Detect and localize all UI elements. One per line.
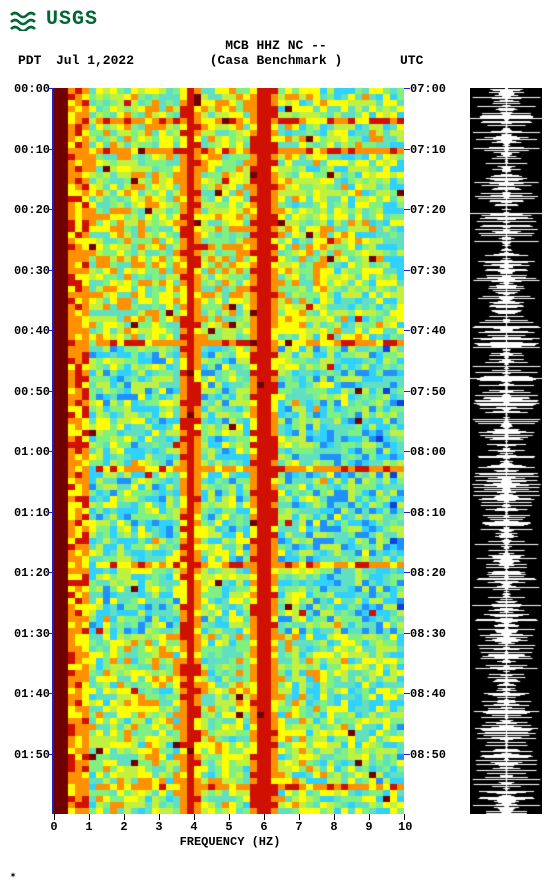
x-tick: 0 (48, 820, 60, 834)
y-tickmark (48, 149, 54, 150)
usgs-logo: USGS (10, 8, 98, 31)
x-tickmark (404, 814, 405, 820)
y-tickmark (404, 330, 410, 331)
y-tickmark (48, 633, 54, 634)
x-tickmark (89, 814, 90, 820)
y-tickmark (404, 391, 410, 392)
x-tick: 8 (328, 820, 340, 834)
y-tick-right: 07:30 (410, 264, 450, 278)
y-tickmark (404, 270, 410, 271)
y-tickmark (404, 451, 410, 452)
y-tick-left: 00:50 (10, 385, 50, 399)
x-tick: 3 (153, 820, 165, 834)
x-tickmark (299, 814, 300, 820)
tz-right-label: UTC (400, 53, 423, 68)
footnote-mark: ✶ (10, 870, 16, 882)
y-tick-left: 01:10 (10, 506, 50, 520)
y-tickmark (404, 633, 410, 634)
y-tickmark (48, 754, 54, 755)
x-tickmark (194, 814, 195, 820)
x-tick: 5 (223, 820, 235, 834)
x-tick: 7 (293, 820, 305, 834)
spectrogram-heatmap (54, 88, 404, 814)
y-tickmark (404, 693, 410, 694)
y-tickmark (48, 693, 54, 694)
y-tick-left: 01:30 (10, 627, 50, 641)
x-axis-label: FREQUENCY (HZ) (0, 835, 460, 849)
y-tick-left: 01:00 (10, 445, 50, 459)
x-tickmark (54, 814, 55, 820)
x-tickmark (124, 814, 125, 820)
y-tickmark (48, 572, 54, 573)
waveform-panel (470, 88, 542, 814)
y-tick-right: 07:20 (410, 203, 450, 217)
y-tick-right: 08:50 (410, 748, 450, 762)
y-tick-left: 00:00 (10, 82, 50, 96)
x-tickmark (229, 814, 230, 820)
y-tick-left: 01:50 (10, 748, 50, 762)
x-tick: 6 (258, 820, 270, 834)
y-tickmark (404, 572, 410, 573)
x-tick: 4 (188, 820, 200, 834)
y-tickmark (404, 512, 410, 513)
y-tick-left: 01:20 (10, 566, 50, 580)
x-tickmark (369, 814, 370, 820)
x-tick: 1 (83, 820, 95, 834)
y-tick-right: 08:40 (410, 687, 450, 701)
y-tick-left: 00:10 (10, 143, 50, 157)
x-tick: 10 (398, 820, 410, 834)
x-tickmark (334, 814, 335, 820)
station-label: (Casa Benchmark ) (0, 53, 552, 68)
y-tickmark (404, 754, 410, 755)
y-tick-right: 07:40 (410, 324, 450, 338)
y-tickmark (404, 88, 410, 89)
y-tick-right: 07:10 (410, 143, 450, 157)
logo-text: USGS (46, 8, 98, 31)
y-tickmark (48, 209, 54, 210)
y-tickmark (404, 209, 410, 210)
y-tick-right: 07:00 (410, 82, 450, 96)
y-tickmark (48, 512, 54, 513)
y-tick-right: 08:10 (410, 506, 450, 520)
y-tick-left: 00:40 (10, 324, 50, 338)
x-tick: 9 (363, 820, 375, 834)
y-tickmark (48, 391, 54, 392)
y-tick-right: 08:30 (410, 627, 450, 641)
y-tickmark (48, 451, 54, 452)
y-tick-left: 00:20 (10, 203, 50, 217)
y-tick-left: 00:30 (10, 264, 50, 278)
y-tick-right: 08:20 (410, 566, 450, 580)
chart-title: MCB HHZ NC -- (0, 38, 552, 53)
y-tick-right: 08:00 (410, 445, 450, 459)
x-tickmark (159, 814, 160, 820)
x-tick: 2 (118, 820, 130, 834)
y-tickmark (48, 330, 54, 331)
y-tickmark (48, 270, 54, 271)
y-tick-left: 01:40 (10, 687, 50, 701)
y-tickmark (404, 149, 410, 150)
x-tickmark (264, 814, 265, 820)
wave-icon (10, 9, 38, 31)
y-tick-right: 07:50 (410, 385, 450, 399)
y-tickmark (48, 88, 54, 89)
